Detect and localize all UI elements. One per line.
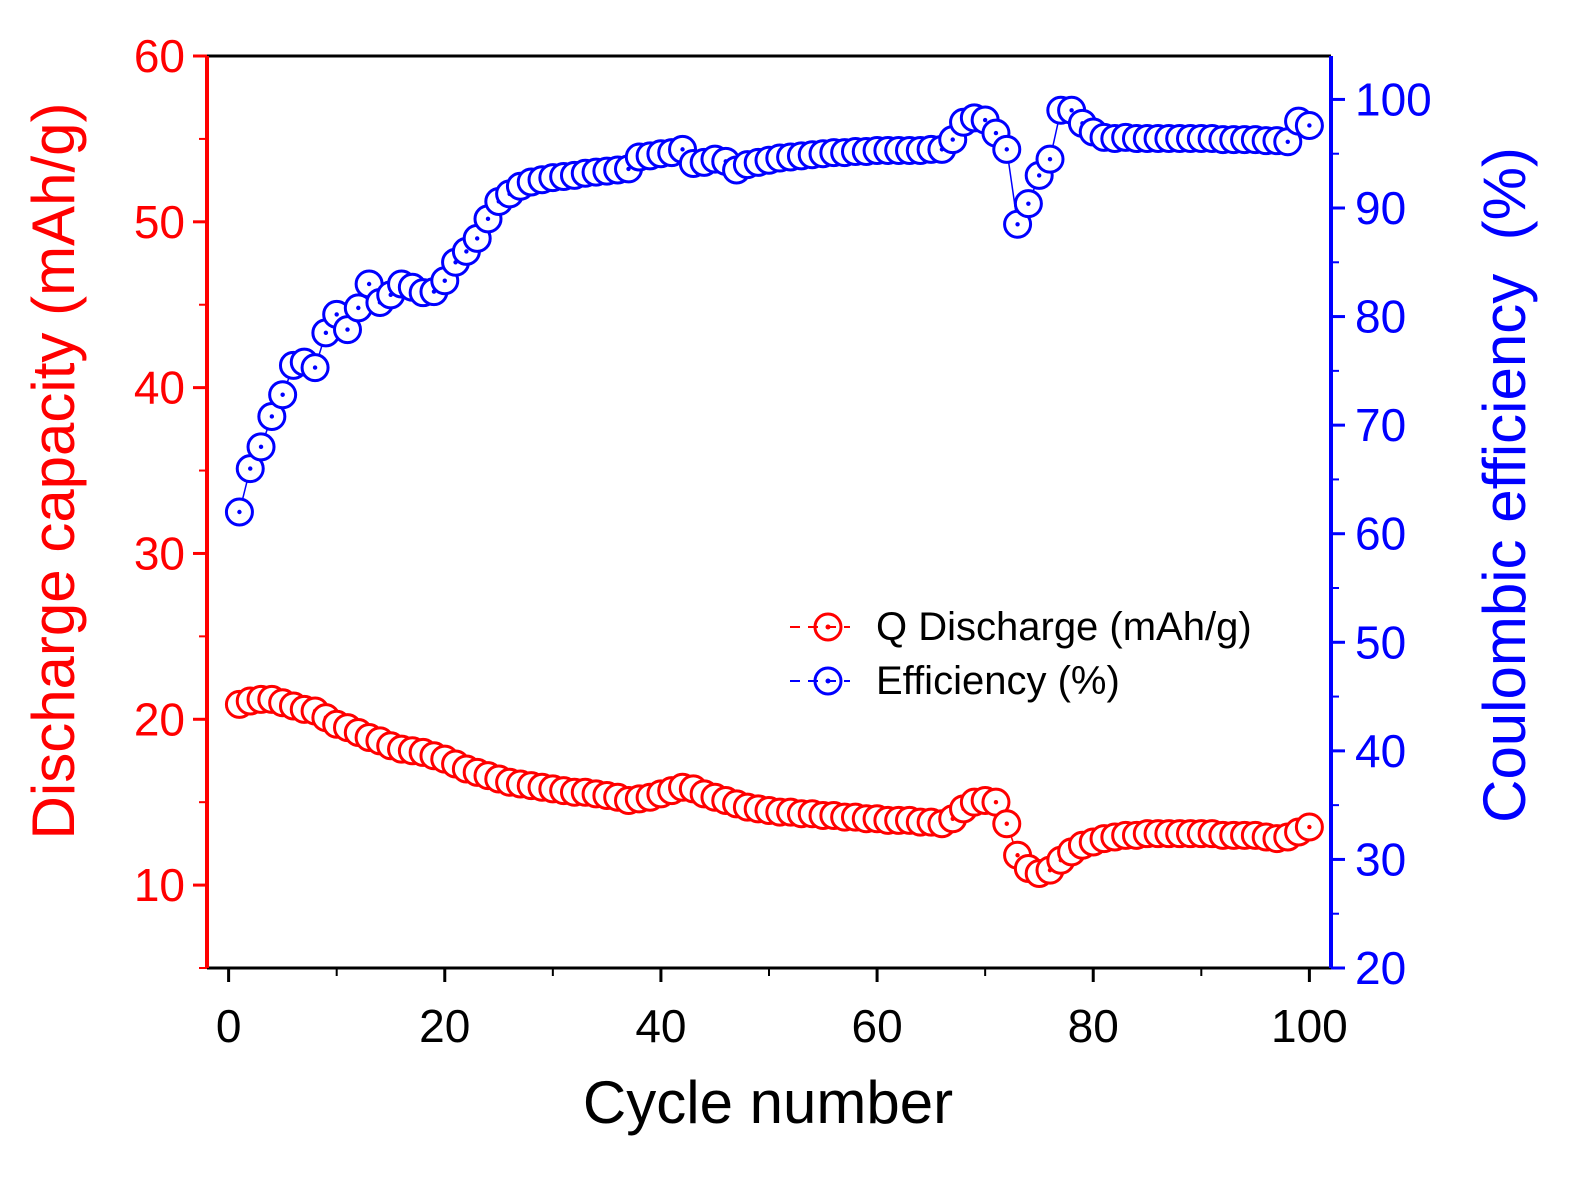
series-efficiency — [224, 95, 1324, 527]
data-point-dot-efficiency — [950, 137, 955, 142]
data-point-dot-efficiency — [1069, 108, 1074, 113]
right-y-axis-ticks: 20 30 40 50 60 70 80 90 100 — [1331, 73, 1432, 994]
left-y-tick-label: 30 — [134, 527, 185, 579]
data-point-dot-efficiency — [680, 147, 685, 152]
data-point-dot-efficiency — [258, 444, 264, 450]
data-point-dot-efficiency — [1047, 156, 1053, 162]
data-point-dot-efficiency — [442, 278, 447, 283]
data-point-dot-efficiency — [248, 466, 253, 471]
legend: Q Discharge (mAh/g) Efficiency (%) — [790, 605, 1252, 703]
legend-label-efficiency: Efficiency (%) — [876, 659, 1120, 703]
legend-marker-dot-efficiency — [825, 678, 831, 684]
data-point-dot-efficiency — [312, 365, 318, 370]
right-y-tick-label: 50 — [1355, 616, 1406, 668]
left-y-tick-label: 10 — [134, 859, 185, 911]
data-point-dot-efficiency — [334, 312, 339, 317]
data-point-dot-efficiency — [1004, 147, 1009, 152]
data-point-dot-efficiency — [474, 236, 480, 241]
left-y-axis-title: Discharge capacity (mAh/g) — [20, 103, 87, 840]
data-point-dot-efficiency — [626, 166, 631, 172]
series-q-discharge — [224, 684, 1324, 888]
x-tick-label: 100 — [1271, 1000, 1348, 1052]
x-tick-label: 80 — [1068, 1000, 1119, 1052]
data-point-dot-efficiency — [982, 117, 988, 123]
x-axis-ticks: 0 20 40 60 80 100 — [216, 968, 1348, 1052]
legend-item-efficiency: Efficiency (%) — [790, 659, 1120, 703]
data-point-dot-efficiency — [1026, 201, 1031, 206]
data-point-dot-efficiency — [237, 509, 242, 515]
legend-label-q-discharge: Q Discharge (mAh/g) — [876, 605, 1252, 649]
data-point-dot-efficiency — [464, 249, 469, 254]
data-point-dot-efficiency — [1015, 222, 1020, 227]
data-point-dot-efficiency — [366, 281, 372, 287]
right-y-tick-label: 60 — [1355, 508, 1406, 560]
data-point-dot-efficiency — [1285, 139, 1290, 144]
x-axis-title: Cycle number — [583, 1069, 953, 1136]
data-point-dot-efficiency — [993, 130, 999, 136]
x-tick-label: 40 — [635, 1000, 686, 1052]
data-point-dot-q-discharge — [1015, 853, 1020, 858]
data-point-dot-q-discharge — [993, 799, 999, 805]
legend-marker-dot-q-discharge — [825, 624, 831, 630]
right-y-tick-label: 80 — [1355, 291, 1406, 343]
right-y-tick-label: 100 — [1355, 73, 1432, 125]
legend-marker-q-discharge — [813, 612, 843, 642]
right-y-tick-label: 70 — [1355, 399, 1406, 451]
data-point-dot-efficiency — [280, 392, 285, 397]
right-y-tick-label: 40 — [1355, 725, 1406, 777]
data-point-dot-efficiency — [485, 216, 491, 222]
right-y-tick-label: 90 — [1355, 182, 1406, 234]
left-y-tick-label: 20 — [134, 693, 185, 745]
data-point-dot-efficiency — [269, 414, 275, 419]
right-y-tick-label: 30 — [1355, 833, 1406, 885]
data-point-dot-efficiency — [1307, 123, 1312, 128]
data-point-dot-q-discharge — [1004, 821, 1009, 826]
left-y-axis-ticks: 10 20 30 40 50 60 — [134, 30, 207, 969]
data-point-dot-q-discharge — [1307, 824, 1312, 830]
x-tick-label: 0 — [216, 1000, 242, 1052]
data-point-dot-efficiency — [356, 305, 361, 311]
series-layer — [224, 95, 1324, 888]
legend-item-q-discharge: Q Discharge (mAh/g) — [790, 605, 1252, 649]
x-tick-label: 20 — [419, 1000, 470, 1052]
left-y-tick-label: 50 — [134, 196, 185, 248]
left-y-tick-label: 40 — [134, 362, 185, 414]
data-point-dot-efficiency — [1036, 173, 1042, 178]
left-y-tick-label: 60 — [134, 30, 185, 82]
legend-marker-efficiency — [813, 666, 843, 696]
data-point-dot-efficiency — [345, 327, 350, 332]
right-y-tick-label: 20 — [1355, 942, 1406, 994]
data-point-dot-efficiency — [323, 330, 329, 336]
right-y-axis-title: Coulombic efficiency (%) — [1471, 147, 1538, 823]
x-tick-label: 60 — [851, 1000, 902, 1052]
